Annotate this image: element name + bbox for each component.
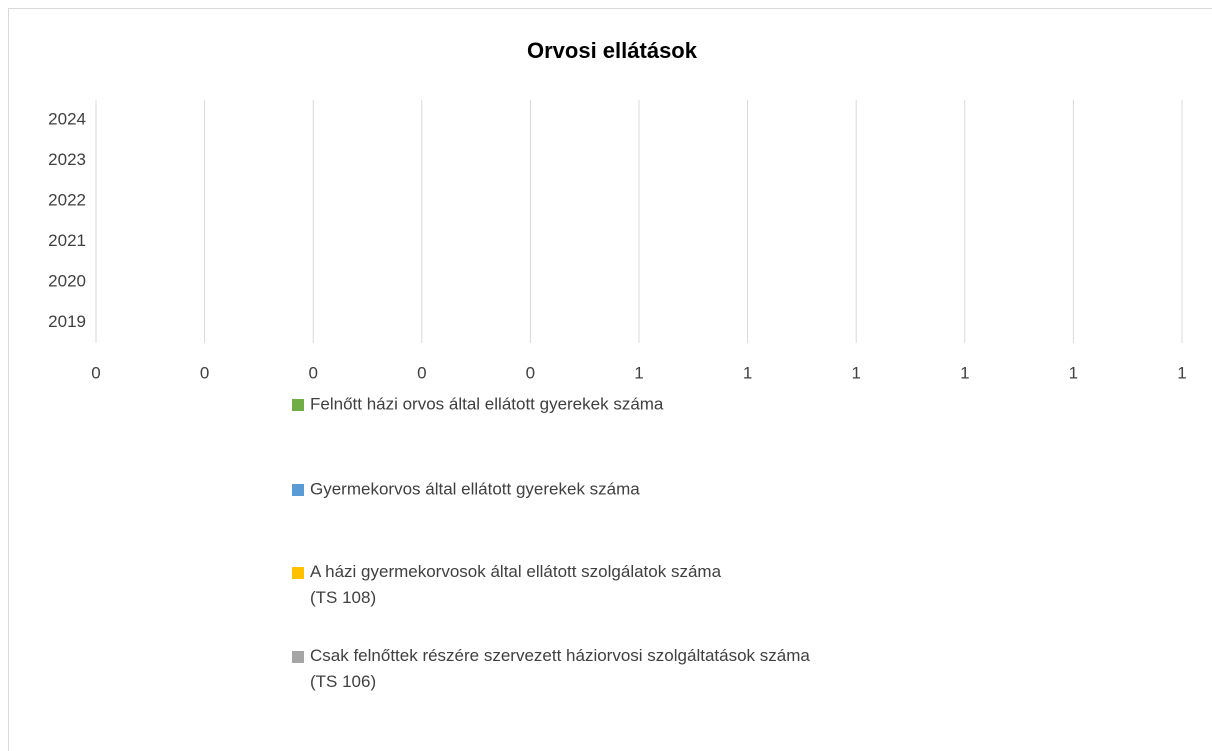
y-tick-label: 2019 [48,312,86,331]
x-tick-label: 1 [1069,363,1078,382]
x-tick-label: 1 [634,363,643,382]
y-tick-label: 2021 [48,231,86,250]
legend-swatch [292,484,304,496]
x-tick-label: 0 [200,363,209,382]
legend-label: Gyermekorvos által ellátott gyerekek szá… [310,479,640,498]
legend-swatch [292,651,304,663]
legend-label: Csak felnőttek részére szervezett házior… [310,646,810,691]
chart-title: Orvosi ellátások [527,38,698,63]
x-tick-label: 1 [1177,363,1186,382]
chart-border [8,8,1212,751]
x-tick-label: 1 [743,363,752,382]
y-tick-label: 2020 [48,272,86,291]
y-tick-label: 2022 [48,191,86,210]
legend-swatch [292,567,304,579]
x-tick-label: 1 [960,363,969,382]
x-tick-label: 0 [308,363,317,382]
y-tick-label: 2024 [48,110,86,129]
legend-label: A házi gyermekorvosok által ellátott szo… [310,562,722,607]
legend-label: Felnőtt házi orvos által ellátott gyerek… [310,394,664,413]
x-tick-label: 1 [851,363,860,382]
x-tick-label: 0 [526,363,535,382]
x-tick-label: 0 [91,363,100,382]
legend-swatch [292,399,304,411]
x-tick-label: 0 [417,363,426,382]
y-tick-label: 2023 [48,150,86,169]
